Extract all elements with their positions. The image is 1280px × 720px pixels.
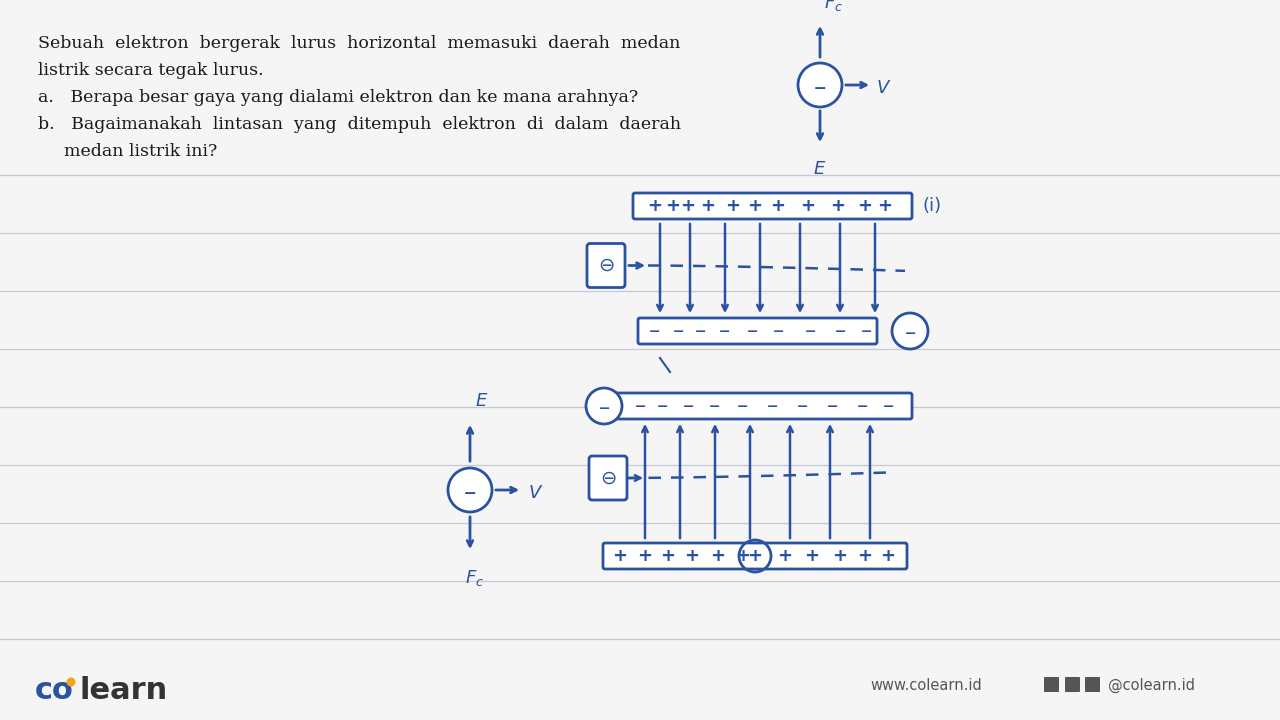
Text: –: –: [657, 396, 668, 416]
Text: –: –: [905, 323, 915, 343]
Text: –: –: [772, 321, 783, 341]
Text: ⊖: ⊖: [600, 469, 616, 487]
Text: –: –: [682, 396, 694, 416]
Text: +: +: [831, 197, 846, 215]
Text: +: +: [666, 197, 681, 215]
Text: www.colearn.id: www.colearn.id: [870, 678, 982, 693]
Text: –: –: [804, 321, 815, 341]
Text: @colearn.id: @colearn.id: [1108, 678, 1196, 693]
FancyBboxPatch shape: [1065, 677, 1080, 692]
Text: –: –: [827, 396, 837, 416]
Text: +: +: [800, 197, 815, 215]
Text: a.   Berapa besar gaya yang dialami elektron dan ke mana arahnya?: a. Berapa besar gaya yang dialami elektr…: [38, 89, 639, 106]
Text: +: +: [736, 547, 750, 565]
Text: +: +: [858, 547, 873, 565]
Text: +: +: [858, 197, 873, 215]
FancyBboxPatch shape: [637, 318, 877, 344]
Text: –: –: [598, 398, 609, 418]
Text: b.   Bagaimanakah  lintasan  yang  ditempuh  elektron  di  dalam  daerah: b. Bagaimanakah lintasan yang ditempuh e…: [38, 116, 681, 133]
Text: $F_c$: $F_c$: [465, 568, 484, 588]
Circle shape: [67, 678, 76, 686]
Circle shape: [586, 388, 622, 424]
Text: co: co: [35, 676, 74, 705]
Text: –: –: [709, 396, 721, 416]
Circle shape: [892, 313, 928, 349]
Text: +: +: [613, 547, 627, 565]
Text: Sebuah  elektron  bergerak  lurus  horizontal  memasuki  daerah  medan: Sebuah elektron bergerak lurus horizonta…: [38, 35, 681, 52]
Text: +: +: [685, 547, 699, 565]
Text: +: +: [881, 547, 896, 565]
Text: ⊖: ⊖: [598, 256, 614, 275]
FancyBboxPatch shape: [1044, 677, 1059, 692]
Text: $V$: $V$: [876, 79, 891, 97]
Text: $E$: $E$: [813, 160, 827, 178]
Text: $F_c$: $F_c$: [824, 0, 844, 13]
Text: –: –: [882, 396, 893, 416]
Text: $E$: $E$: [475, 392, 489, 410]
Text: +: +: [710, 547, 726, 565]
FancyBboxPatch shape: [588, 243, 625, 287]
Text: –: –: [719, 321, 731, 341]
Text: +: +: [805, 547, 819, 565]
Text: –: –: [463, 481, 476, 505]
Text: –: –: [856, 396, 868, 416]
Text: medan listrik ini?: medan listrik ini?: [64, 143, 218, 160]
Text: +: +: [660, 547, 676, 565]
Text: –: –: [672, 321, 684, 341]
Text: +: +: [878, 197, 892, 215]
FancyBboxPatch shape: [1085, 677, 1100, 692]
Text: (i): (i): [922, 197, 941, 215]
Text: –: –: [835, 321, 846, 341]
Text: +: +: [681, 197, 695, 215]
Text: +: +: [726, 197, 741, 215]
Text: +: +: [637, 547, 653, 565]
Text: $V$: $V$: [529, 484, 543, 502]
Text: –: –: [814, 76, 827, 100]
Text: –: –: [649, 321, 660, 341]
FancyBboxPatch shape: [603, 543, 908, 569]
Text: +: +: [832, 547, 847, 565]
Text: +: +: [648, 197, 663, 215]
Text: –: –: [694, 321, 705, 341]
Text: –: –: [746, 321, 758, 341]
Circle shape: [797, 63, 842, 107]
FancyBboxPatch shape: [598, 393, 911, 419]
Text: +: +: [700, 197, 716, 215]
Text: listrik secara tegak lurus.: listrik secara tegak lurus.: [38, 62, 264, 79]
FancyBboxPatch shape: [589, 456, 627, 500]
Text: –: –: [796, 396, 808, 416]
FancyBboxPatch shape: [634, 193, 911, 219]
Text: learn: learn: [79, 676, 168, 705]
Text: –: –: [860, 321, 872, 341]
Text: +: +: [748, 197, 763, 215]
Text: +: +: [777, 547, 792, 565]
Text: –: –: [736, 396, 748, 416]
Text: –: –: [635, 396, 645, 416]
Text: +: +: [748, 547, 763, 565]
Text: –: –: [767, 396, 778, 416]
Circle shape: [448, 468, 492, 512]
Text: +: +: [771, 197, 786, 215]
Text: –: –: [612, 396, 623, 416]
